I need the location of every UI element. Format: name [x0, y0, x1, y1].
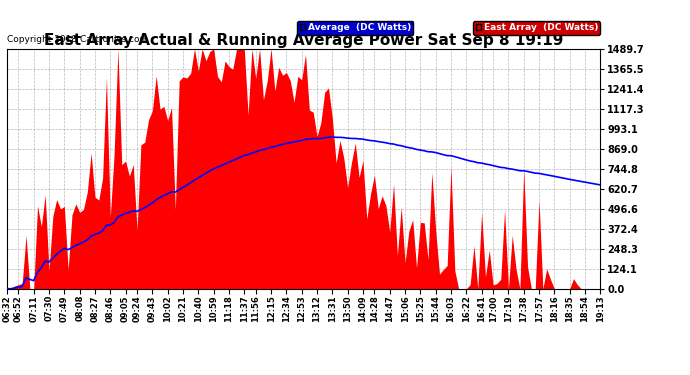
- Text: Copyright 2018 Cartronics.com: Copyright 2018 Cartronics.com: [7, 35, 148, 44]
- Legend: East Array  (DC Watts): East Array (DC Watts): [473, 21, 600, 34]
- Title: East Array Actual & Running Average Power Sat Sep 8 19:19: East Array Actual & Running Average Powe…: [44, 33, 563, 48]
